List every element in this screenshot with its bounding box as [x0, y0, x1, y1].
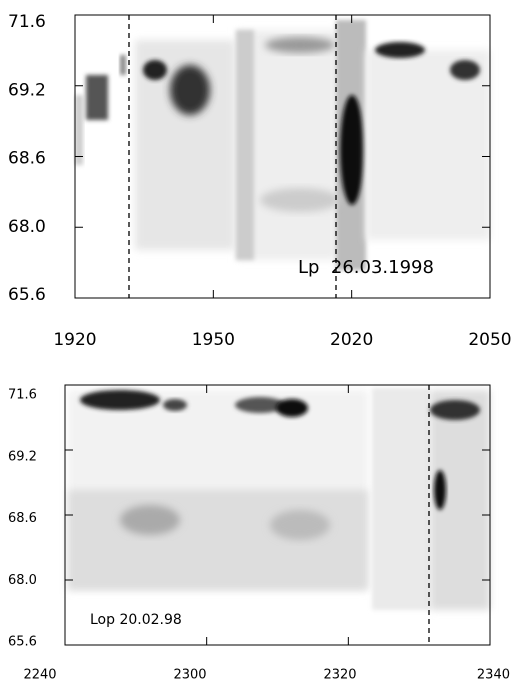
y-tick-label: 65.6 — [8, 285, 46, 305]
y-tick-label: 68.6 — [8, 149, 46, 169]
y-tick-label: 68.0 — [8, 217, 46, 237]
annotation: Lp 26.03.1998 — [298, 257, 434, 278]
y-tick-label: 68.0 — [8, 573, 37, 588]
intensity-image — [68, 388, 490, 610]
y-tick-label: 68.6 — [8, 511, 37, 526]
x-tick-label: 2240 — [23, 668, 56, 683]
y-tick-label: 71.6 — [8, 12, 46, 32]
y-tick-label: 65.6 — [8, 635, 37, 650]
x-tick-label: 2050 — [468, 330, 511, 350]
x-tick-label: 2340 — [477, 668, 510, 683]
x-tick-label: 2300 — [173, 668, 206, 683]
y-tick-label: 69.2 — [8, 449, 37, 464]
annotation: Lop 20.02.98 — [90, 612, 182, 628]
x-tick-label: 2020 — [330, 330, 373, 350]
x-tick-label: 2320 — [323, 668, 356, 683]
x-tick-label: 1920 — [53, 330, 96, 350]
y-tick-label: 71.6 — [8, 388, 37, 403]
intensity-image — [75, 20, 490, 270]
x-tick-label: 1950 — [192, 330, 235, 350]
y-tick-label: 69.2 — [8, 80, 46, 100]
